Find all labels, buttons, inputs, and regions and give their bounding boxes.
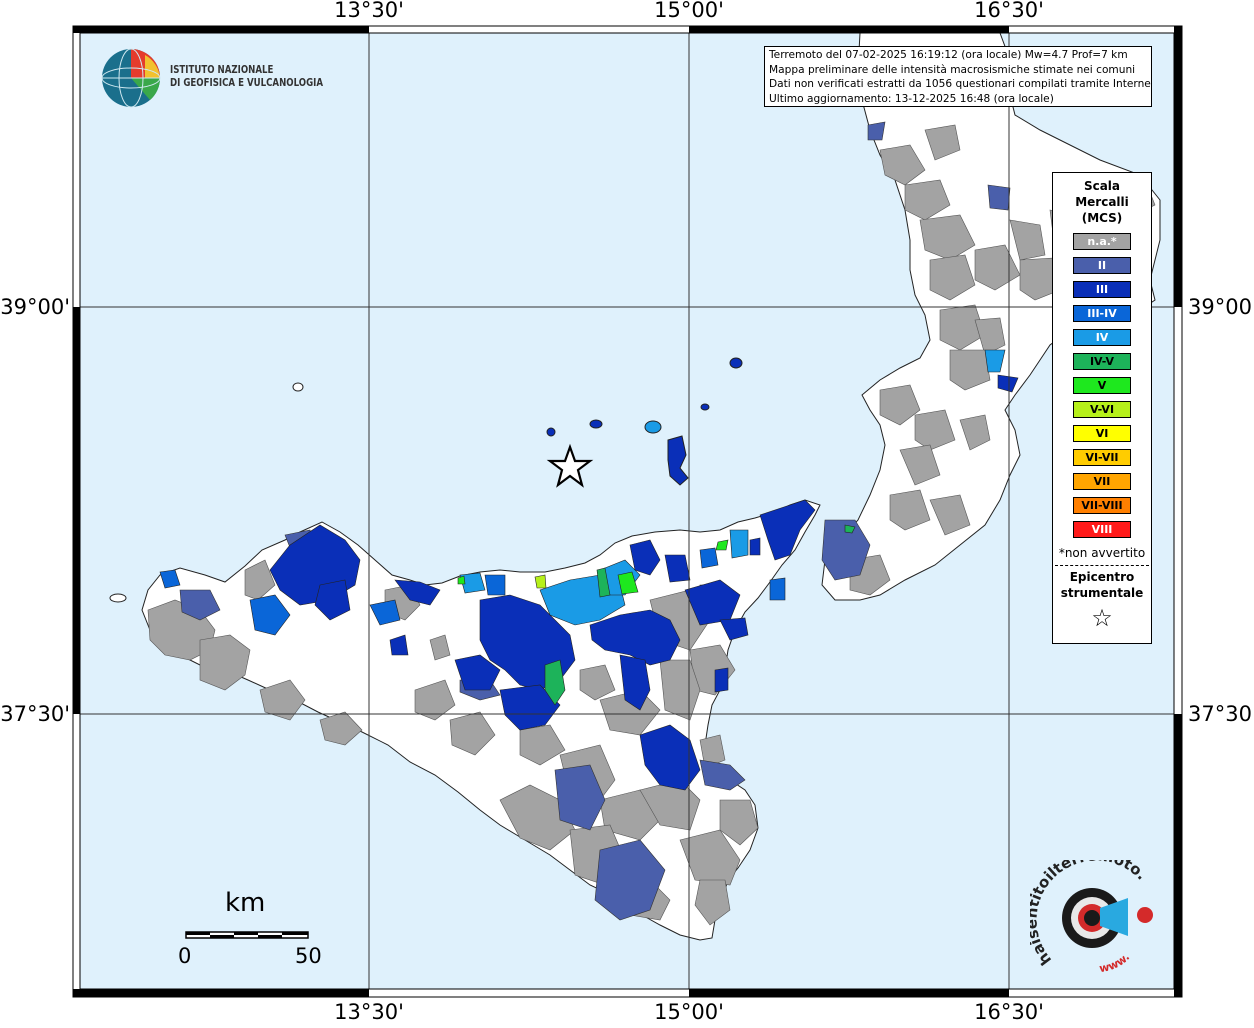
legend-item-vivii: VI-VII — [1073, 449, 1131, 466]
bottom-label-1: 13°30' — [334, 1000, 404, 1024]
top-label-1: 13°30' — [334, 0, 404, 22]
legend-item-iii: III — [1073, 281, 1131, 298]
scale-unit: km — [225, 888, 266, 918]
info-line3: Dati non verificati estratti da 1056 que… — [769, 78, 1152, 91]
ingv-line2: DI GEOFISICA E VULCANOLOGIA — [170, 77, 324, 89]
scale-bar-graphic — [185, 931, 309, 939]
legend-items: n.a.* II III III-IV IV IV-V V V-VI VI VI-VII VII VI… — [1053, 233, 1151, 538]
ingv-logo-text: ISTITUTO NAZIONALE DI GEOFISICA E VULCAN… — [170, 64, 323, 90]
right-label-2: 37°30' — [1188, 702, 1254, 726]
left-label-2: 37°30' — [0, 702, 70, 726]
intensity-v-vi-areas — [534, 574, 547, 589]
legend-title-line3: (MCS) — [1081, 211, 1123, 225]
legend-separator — [1055, 565, 1149, 566]
island-salina — [589, 419, 603, 429]
legend-epicenter-line1: Epicentro — [1069, 570, 1135, 584]
outer-frame — [72, 25, 1183, 998]
island-lipari — [667, 435, 689, 486]
intensity-legend: Scala Mercalli (MCS) n.a.* II III III-IV IV I… — [1052, 172, 1152, 644]
legend-item-v: V — [1073, 377, 1131, 394]
legend-epicenter-line2: strumentale — [1060, 586, 1144, 600]
legend-title: Scala Mercalli (MCS) — [1053, 178, 1151, 226]
ingv-globe-icon — [101, 48, 161, 108]
frame-border — [73, 26, 1182, 997]
island-egadi — [109, 593, 127, 603]
left-label-1: 39°00' — [0, 295, 70, 319]
scale-max-label: 50 — [295, 944, 322, 968]
top-label-2: 15°00' — [654, 0, 724, 22]
info-line4: Ultimo aggiornamento: 13-12-2025 16:48 (… — [769, 92, 1054, 105]
haisentito-logo-icon — [1062, 888, 1153, 948]
island-stromboli — [729, 357, 743, 369]
ingv-line1: ISTITUTO NAZIONALE — [170, 64, 274, 76]
top-label-3: 16°30' — [974, 0, 1044, 22]
island-lipari-north — [644, 420, 662, 434]
scale-min-label: 0 — [178, 944, 192, 968]
legend-item-viii: VIII — [1073, 521, 1131, 538]
bottom-label-2: 15°00' — [654, 1000, 724, 1024]
haisentito-logo: haisentitoilterremoto.it www. — [1030, 860, 1151, 975]
na-areas — [147, 559, 759, 926]
legend-item-vii: VII — [1073, 473, 1131, 490]
legend-item-ii: II — [1073, 257, 1131, 274]
right-label-1: 39°00' — [1188, 295, 1254, 319]
legend-item-vi: VI — [1073, 425, 1131, 442]
legend-item-iv: IV — [1073, 329, 1131, 346]
legend-item-viiviii: VII-VIII — [1073, 497, 1131, 514]
legend-item-ivv: IV-V — [1073, 353, 1131, 370]
legend-item-vvi: V-VI — [1073, 401, 1131, 418]
island-panarea — [700, 403, 710, 411]
legend-item-na: n.a.* — [1073, 233, 1131, 250]
intensity-iv-v-areas — [544, 524, 856, 706]
bottom-label-3: 16°30' — [974, 1000, 1044, 1024]
intensity-v-areas — [457, 539, 729, 595]
island-alicudi — [546, 427, 556, 437]
legend-star-icon: ☆ — [1091, 604, 1113, 632]
intensity-iii-iv-areas — [159, 547, 786, 636]
info-line2: Mappa preliminare delle intensità macros… — [769, 63, 1136, 76]
graticule — [80, 33, 1174, 989]
haisentito-logo-text: haisentitoilterremoto.it — [1030, 860, 1151, 969]
legend-note: *non avvertito — [1058, 546, 1146, 560]
legend-title-line2: Mercalli — [1075, 195, 1129, 209]
event-info-box: Terremoto del 07-02-2025 16:19:12 (ora l… — [764, 46, 1152, 107]
info-line1: Terremoto del 07-02-2025 16:19:12 (ora l… — [769, 49, 1128, 61]
epicenter-star — [546, 443, 594, 488]
haisentito-www-text: www. — [1098, 950, 1132, 975]
legend-title-line1: Scala — [1083, 179, 1121, 193]
island-ustica — [292, 382, 304, 392]
legend-epicenter-title: Epicentro strumentale — [1053, 569, 1151, 601]
legend-item-iiiiv: III-IV — [1073, 305, 1131, 322]
